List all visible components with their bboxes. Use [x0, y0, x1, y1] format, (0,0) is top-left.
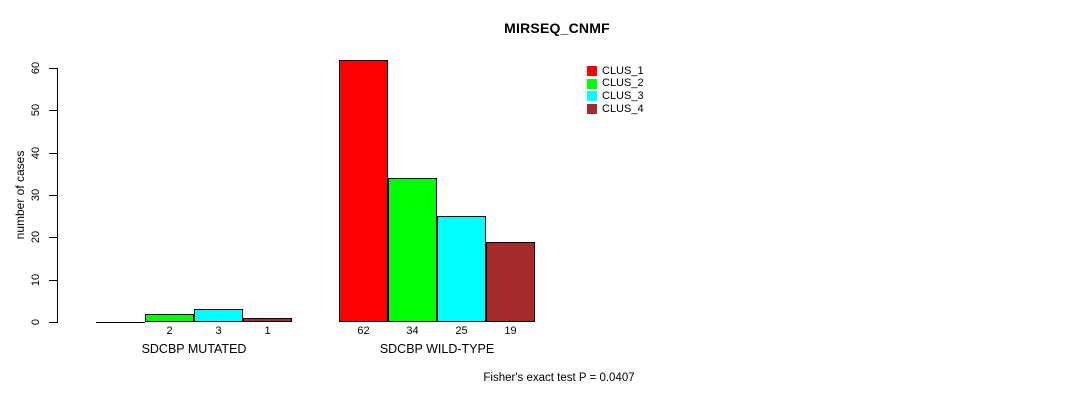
- legend-swatch: [587, 91, 597, 102]
- legend-label: CLUS_3: [602, 89, 644, 102]
- bar-clus_3: [194, 309, 243, 322]
- legend-item: CLUS_3: [587, 90, 644, 103]
- bar-value-label: 62: [357, 325, 370, 337]
- legend: CLUS_1 CLUS_2 CLUS_3 CLUS_4: [587, 65, 644, 115]
- bar-value-label: 19: [504, 325, 517, 337]
- chart-title: MIRSEQ_CNMF: [504, 20, 610, 36]
- bar-value-label: 34: [406, 325, 419, 337]
- y-axis-line: [57, 68, 58, 323]
- y-tick-label: 0: [30, 318, 42, 326]
- y-axis-tick: [49, 237, 57, 238]
- legend-label: CLUS_4: [602, 102, 644, 115]
- bar-value-label: 1: [264, 325, 271, 337]
- y-axis-tick: [49, 280, 57, 281]
- y-axis-tick: [49, 322, 57, 323]
- bar-value-label: 25: [455, 325, 468, 337]
- legend-label: CLUS_2: [602, 77, 644, 90]
- y-tick-label: 10: [30, 273, 42, 287]
- legend-label: CLUS_1: [602, 64, 644, 77]
- bar-clus_2: [145, 314, 194, 322]
- legend-item: CLUS_2: [587, 78, 644, 91]
- legend-item: CLUS_4: [587, 103, 644, 116]
- legend-item: CLUS_1: [587, 65, 644, 78]
- bar-clus_2: [388, 178, 437, 322]
- legend-swatch: [587, 66, 597, 77]
- y-tick-label: 50: [30, 103, 42, 117]
- group-label: SDCBP MUTATED: [141, 342, 247, 356]
- bar-clus_4: [243, 318, 292, 322]
- y-tick-label: 40: [30, 146, 42, 160]
- bar-clus_3: [437, 216, 486, 322]
- bar-value-label: 3: [215, 325, 222, 337]
- fisher-test-note: Fisher's exact test P = 0.0407: [483, 372, 635, 384]
- y-tick-label: 60: [30, 61, 42, 75]
- y-axis-label: number of cases: [13, 150, 27, 240]
- legend-swatch: [587, 78, 597, 89]
- bar-clus_4: [486, 242, 535, 322]
- group-label: SDCBP WILD-TYPE: [379, 342, 495, 356]
- y-axis-tick: [49, 153, 57, 154]
- y-axis-tick: [49, 195, 57, 196]
- bar-value-label: 2: [166, 325, 173, 337]
- bar-clus_1: [96, 322, 145, 323]
- y-tick-label: 30: [30, 188, 42, 202]
- legend-swatch: [587, 104, 597, 115]
- bar-clus_1: [339, 60, 388, 322]
- y-axis-tick: [49, 110, 57, 111]
- y-tick-label: 20: [30, 230, 42, 244]
- y-axis-tick: [49, 68, 57, 69]
